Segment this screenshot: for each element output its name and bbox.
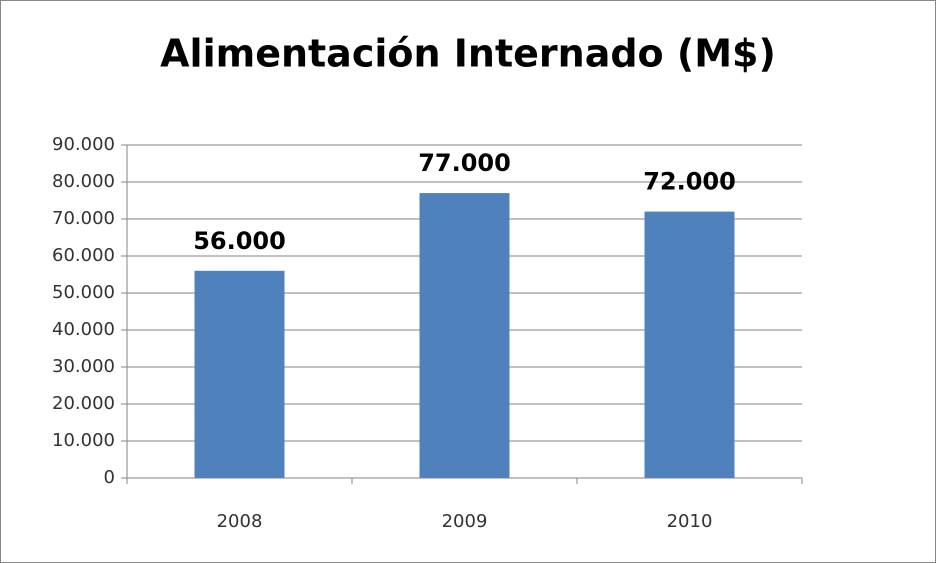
y-tick-label: 20.000 <box>52 393 115 414</box>
y-tick-label: 90.000 <box>52 134 115 155</box>
bar <box>419 193 510 478</box>
y-tick-label: 10.000 <box>52 430 115 451</box>
bar <box>194 270 285 478</box>
data-label: 77.000 <box>418 149 511 177</box>
x-tick-label: 2009 <box>442 511 488 532</box>
data-label: 56.000 <box>193 227 286 255</box>
y-tick-label: 80.000 <box>52 171 115 192</box>
x-tick-label: 2008 <box>217 511 263 532</box>
y-tick-label: 0 <box>104 467 115 488</box>
x-tick-label: 2010 <box>667 511 713 532</box>
data-label: 72.000 <box>643 168 736 196</box>
y-tick-label: 70.000 <box>52 208 115 229</box>
chart-title: Alimentación Internado (M$) <box>160 32 776 76</box>
bar <box>644 211 735 478</box>
y-tick-label: 60.000 <box>52 245 115 266</box>
y-tick-label: 50.000 <box>52 282 115 303</box>
y-tick-label: 30.000 <box>52 356 115 377</box>
y-tick-label: 40.000 <box>52 319 115 340</box>
